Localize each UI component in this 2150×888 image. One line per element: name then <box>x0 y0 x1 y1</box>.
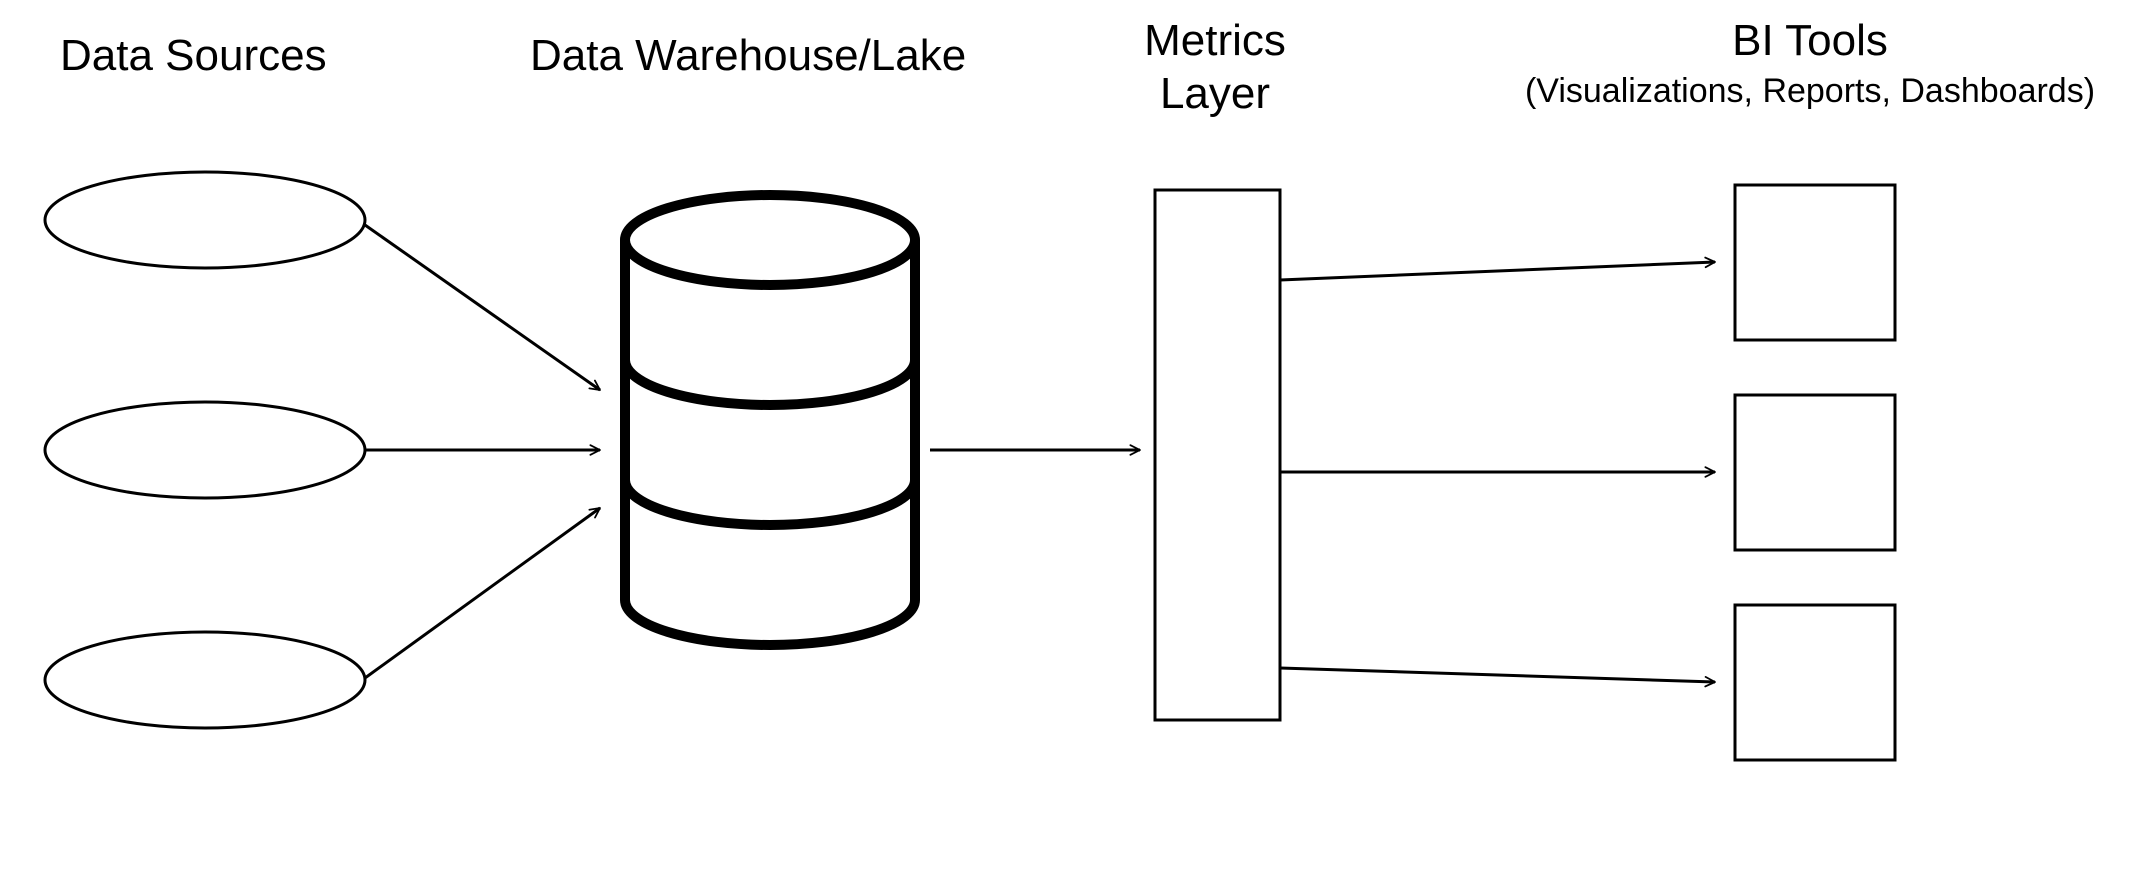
bi-tool-box-1 <box>1735 185 1895 340</box>
data-warehouse-cylinder <box>625 195 915 645</box>
arrow-source-1-to-warehouse <box>365 225 600 390</box>
heading-data-sources: Data Sources <box>60 31 327 80</box>
metrics-layer-rect <box>1155 190 1280 720</box>
data-source-ellipse-1 <box>45 172 365 268</box>
arrow-metrics-to-bi-1 <box>1280 262 1715 280</box>
heading-bi-subtitle: (Visualizations, Reports, Dashboards) <box>1525 72 2095 110</box>
data-source-ellipse-3 <box>45 632 365 728</box>
heading-metrics-line1: Metrics <box>1144 16 1286 65</box>
heading-bi-tools: BI Tools <box>1732 16 1888 65</box>
heading-metrics-line2: Layer <box>1160 69 1270 118</box>
bi-tool-box-2 <box>1735 395 1895 550</box>
bi-tool-box-3 <box>1735 605 1895 760</box>
heading-data-warehouse: Data Warehouse/Lake <box>530 31 966 80</box>
arrow-source-3-to-warehouse <box>365 508 600 678</box>
arrow-metrics-to-bi-3 <box>1280 668 1715 682</box>
data-source-ellipse-2 <box>45 402 365 498</box>
